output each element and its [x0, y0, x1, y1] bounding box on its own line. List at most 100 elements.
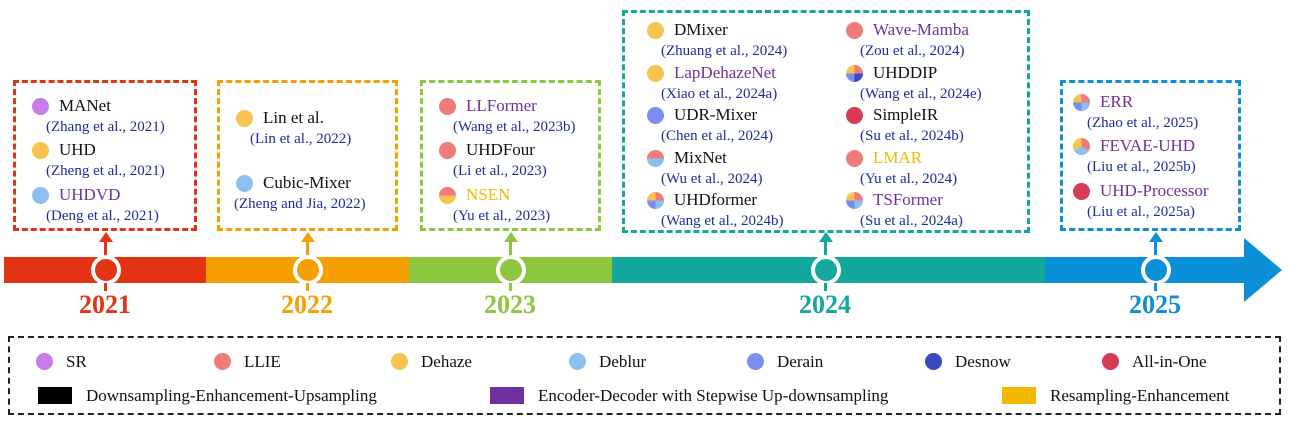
entry-citation: (Lin et al., 2022)	[250, 131, 352, 147]
year-label-2021: 2021	[79, 290, 131, 319]
connector-2025	[1154, 240, 1157, 256]
derain-dot-icon	[647, 107, 664, 124]
entry-citation: (Su et al., 2024b)	[860, 128, 964, 144]
year-label-2023: 2023	[484, 290, 536, 319]
deblur-dot-icon	[569, 353, 586, 370]
allinone-dot-icon	[846, 107, 863, 124]
arrow-up-icon	[819, 232, 833, 242]
entry-citation: (Yu et al., 2024)	[860, 171, 958, 187]
timeline-marker-2023	[496, 255, 526, 285]
entry-citation: (Zheng and Jia, 2022)	[234, 196, 366, 212]
timeline-marker-2025	[1141, 255, 1171, 285]
entry-citation: (Zhang et al., 2021)	[46, 119, 165, 135]
entry-name: Lin et al.	[263, 108, 324, 127]
year-2024-box: DMixer (Zhuang et al., 2024) LapDehazeNe…	[622, 10, 1030, 233]
connector-2021	[104, 240, 107, 256]
entry-name: MANet	[59, 96, 111, 115]
arrow-up-icon	[99, 232, 113, 242]
entry-name: UDR-Mixer	[674, 105, 758, 124]
year-label-2025: 2025	[1129, 290, 1181, 319]
desnow-dot-icon	[925, 353, 942, 370]
entry-name: UHDVD	[59, 185, 121, 204]
sr-dot-icon	[36, 353, 53, 370]
entry-citation: (Liu et al., 2025a)	[1087, 204, 1195, 220]
entry-citation: (Liu et al., 2025b)	[1087, 159, 1196, 175]
dehaze-dot-icon	[647, 22, 664, 39]
des-swatch-icon	[38, 387, 72, 404]
llie-dot-icon	[439, 142, 456, 159]
derain-dot-icon	[747, 353, 764, 370]
connector-2023	[509, 240, 512, 256]
entry-name: SimpleIR	[873, 105, 939, 124]
multi-dot-icon	[647, 192, 664, 209]
multi-dot-icon	[1073, 94, 1090, 111]
dehaze-dot-icon	[647, 65, 664, 82]
entry-citation: (Su et al., 2024a)	[860, 213, 963, 229]
encdec-swatch-icon	[490, 387, 524, 404]
entry-name: FEVAE-UHD	[1100, 136, 1196, 155]
entry-name: UHD-Processor	[1100, 181, 1209, 200]
dehaze-dot-icon	[391, 353, 408, 370]
entry-name: LMAR	[873, 148, 923, 167]
legend-label: Deblur	[599, 352, 647, 371]
legend-label: Resampling-Enhancement	[1050, 386, 1230, 405]
entry-citation: (Wang et al., 2023b)	[453, 119, 576, 135]
llie-dot-icon	[214, 353, 231, 370]
entry-citation: (Xiao et al., 2024a)	[661, 86, 778, 102]
llie-dot-icon	[439, 98, 456, 115]
year-2025-box: ERR (Zhao et al., 2025) FEVAE-UHD (Liu e…	[1060, 80, 1241, 231]
year-label-2022: 2022	[281, 290, 333, 319]
entry-citation: (Zou et al., 2024)	[860, 43, 965, 59]
entry-citation: (Zhuang et al., 2024)	[661, 43, 788, 59]
legend-label: Encoder-Decoder with Stepwise Up-downsam…	[538, 386, 889, 405]
entry-name: NSEN	[466, 185, 511, 204]
entry-name: TSFormer	[873, 190, 943, 209]
timeline-marker-2022	[293, 255, 323, 285]
multi-dot-icon	[1073, 138, 1090, 155]
deblur-dot-icon	[32, 187, 49, 204]
entry-name: UHDformer	[674, 190, 758, 209]
multi-dot-icon	[846, 65, 863, 82]
timeline-marker-2021	[91, 255, 121, 285]
legend-label: Downsampling-Enhancement-Upsampling	[86, 386, 377, 405]
resamp-swatch-icon	[1002, 387, 1036, 404]
dehaze-dot-icon	[32, 142, 49, 159]
llie-dot-icon	[846, 150, 863, 167]
arrow-up-icon	[301, 232, 315, 242]
entry-citation: (Chen et al., 2024)	[661, 128, 774, 144]
tick-2022	[306, 283, 309, 291]
arrow-up-icon	[1149, 232, 1163, 242]
connector-2022	[306, 240, 309, 256]
dehaze-dot-icon	[236, 110, 253, 127]
entry-citation: (Zhao et al., 2025)	[1087, 115, 1199, 131]
year-2022-box: Lin et al. (Lin et al., 2022) Cubic-Mixe…	[217, 80, 398, 231]
tick-2023	[509, 283, 512, 291]
multi-dot-icon	[846, 192, 863, 209]
entry-citation: (Li et al., 2023)	[453, 163, 547, 179]
tick-2024	[824, 283, 827, 291]
sr-dot-icon	[32, 98, 49, 115]
entry-name: LLFormer	[466, 96, 537, 115]
entry-name: Cubic-Mixer	[263, 173, 351, 192]
deblur-dot-icon	[236, 175, 253, 192]
entry-citation: (Wang et al., 2024b)	[661, 213, 784, 229]
legend: SR LLIE Dehaze Deblur Derain Desnow All-…	[8, 336, 1281, 415]
tick-2021	[104, 283, 107, 291]
llie-deblur-dot-icon	[647, 150, 664, 167]
year-2023-box: LLFormer (Wang et al., 2023b) UHDFour (L…	[420, 80, 601, 231]
legend-label: SR	[66, 352, 87, 371]
legend-label: All-in-One	[1132, 352, 1207, 371]
entry-citation: (Yu et al., 2023)	[453, 208, 551, 224]
entry-citation: (Wu et al., 2024)	[661, 171, 763, 187]
entry-name: UHDDIP	[873, 63, 938, 82]
connector-2024	[824, 240, 827, 256]
entry-name: Wave-Mamba	[873, 20, 969, 39]
year-2021-box: MANet (Zhang et al., 2021) UHD (Zheng et…	[13, 80, 197, 231]
arrow-up-icon	[504, 232, 518, 242]
llie-dot-icon	[846, 22, 863, 39]
entry-name: DMixer	[674, 20, 728, 39]
entry-citation: (Zheng et al., 2021)	[46, 163, 165, 179]
year-label-2024: 2024	[799, 290, 851, 319]
legend-label: LLIE	[244, 352, 281, 371]
allinone-dot-icon	[1073, 183, 1090, 200]
